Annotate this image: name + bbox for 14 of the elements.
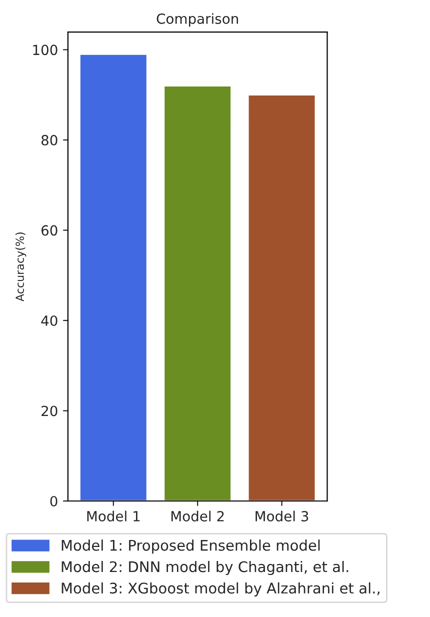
y-tick-label: 40 (41, 315, 58, 326)
y-tick-label: 80 (41, 134, 58, 146)
x-tick-label: Model 2 (171, 510, 224, 522)
legend-label: Model 3: XGboost model by Alzahrani et al., (62, 582, 380, 596)
x-tick-label: Model 1 (87, 510, 140, 522)
y-axis-title: Accuracy(%) (15, 232, 26, 302)
y-tick-label: 100 (33, 44, 58, 56)
y-tick-label: 20 (42, 406, 58, 416)
y-tick-label: 60 (42, 225, 58, 236)
x-tick-label: Model 3 (256, 510, 308, 522)
legend-label: Model 2: DNN model by Chaganti, et al. (62, 560, 348, 576)
chart-title: Comparison (156, 13, 238, 27)
y-tick-label: 0 (50, 496, 58, 506)
legend-label: Model 1: Proposed Ensemble model (62, 540, 320, 554)
